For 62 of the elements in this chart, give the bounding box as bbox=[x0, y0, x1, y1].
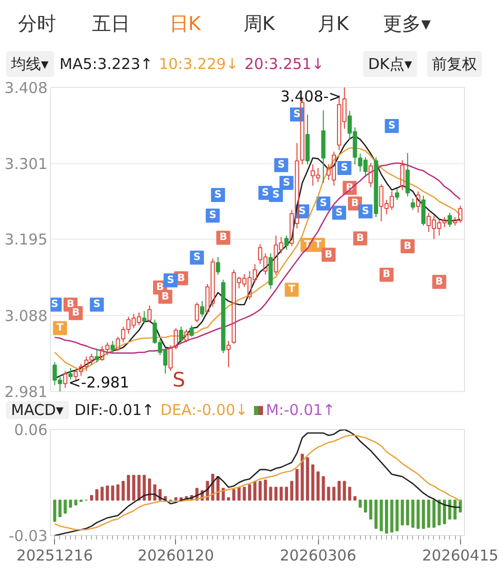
text: 前复权 bbox=[427, 51, 482, 77]
data-label: B bbox=[219, 232, 228, 244]
data-label: S bbox=[282, 177, 290, 188]
data-label: S bbox=[272, 190, 280, 201]
data-label: S bbox=[193, 252, 201, 264]
y-tick-label: 3.301 bbox=[4, 155, 48, 174]
data-label: B bbox=[351, 198, 359, 210]
legend-title: MACD▾ bbox=[6, 401, 68, 419]
data-label: S bbox=[336, 207, 343, 218]
text: 20:3.251↓ bbox=[244, 55, 324, 73]
text: 周K bbox=[242, 12, 276, 37]
y-tick-label: 3.408 bbox=[4, 79, 48, 97]
text: MA5:3.223↑ bbox=[60, 55, 153, 73]
y-tick-label: 2.981 bbox=[4, 383, 48, 401]
annotation: <-2.981 bbox=[68, 374, 130, 392]
data-label: B bbox=[66, 299, 74, 310]
data-label: S bbox=[214, 190, 222, 201]
y-tick-label: 0.06 bbox=[14, 421, 48, 439]
data-label: S bbox=[209, 210, 216, 222]
data-label: T bbox=[56, 322, 64, 334]
data-label: T bbox=[288, 284, 296, 296]
data-label: B bbox=[324, 249, 332, 260]
x-tick-label: 20251216 bbox=[16, 546, 93, 564]
data-label: S bbox=[166, 274, 174, 286]
data-label: B bbox=[156, 282, 164, 294]
legend-label: M:-0.01↑ bbox=[264, 401, 336, 419]
data-label: S bbox=[93, 299, 100, 310]
text: 更多▾ bbox=[382, 12, 432, 37]
text: 日K bbox=[168, 12, 202, 37]
legend-title: 均线▾ bbox=[6, 51, 54, 77]
data-label: B bbox=[177, 272, 185, 284]
data-label: S bbox=[298, 206, 306, 217]
data-label: B bbox=[72, 308, 80, 319]
data-label: B bbox=[435, 276, 444, 288]
y-tick-label: 3.195 bbox=[4, 230, 48, 249]
data-label: S bbox=[320, 198, 327, 210]
data-label: B bbox=[404, 240, 412, 252]
text: DK点▾ bbox=[363, 51, 417, 77]
annotation: 3.408-> bbox=[280, 88, 342, 106]
data-label: B bbox=[382, 269, 390, 280]
y-tick-label: 3.088 bbox=[4, 306, 48, 325]
text: 10:3.229↓ bbox=[158, 55, 238, 73]
data-label: S bbox=[278, 160, 285, 171]
data-label: S bbox=[362, 206, 370, 217]
data-label: S bbox=[340, 162, 348, 174]
data-label: B bbox=[162, 291, 170, 302]
data-label: S bbox=[293, 109, 301, 120]
text: 分时 bbox=[17, 12, 57, 37]
data-label: B bbox=[356, 232, 364, 244]
data-label: S bbox=[262, 187, 270, 198]
text: DEA:-0.00↓ bbox=[160, 401, 248, 419]
x-tick-label: 20260415 bbox=[422, 546, 498, 564]
y-tick-label: -0.03 bbox=[8, 527, 48, 545]
text: 月K bbox=[316, 12, 350, 37]
x-tick-label: 20260306 bbox=[280, 546, 356, 564]
text: 五日 bbox=[91, 12, 131, 37]
x-tick-label: 20260120 bbox=[138, 546, 214, 564]
data-label: T bbox=[314, 239, 322, 250]
annotation: S bbox=[172, 368, 186, 392]
data-label: S bbox=[51, 299, 58, 310]
data-label: S bbox=[388, 120, 396, 132]
text: DIF:-0.01↑ bbox=[74, 401, 154, 419]
